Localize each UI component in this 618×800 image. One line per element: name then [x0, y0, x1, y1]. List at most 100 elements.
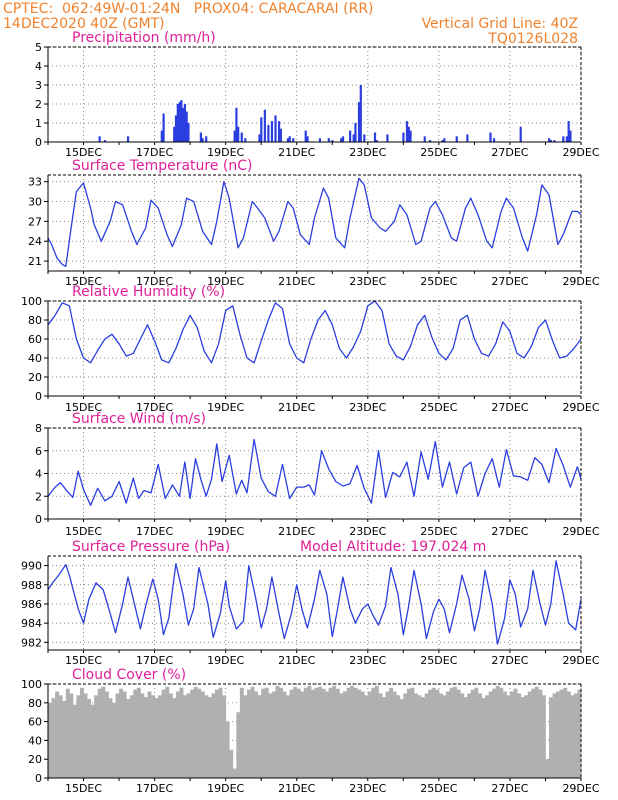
panel-0-bar-29: [279, 128, 282, 142]
panel-0-bar-55: [441, 140, 444, 142]
panel-2-ytick-label-3: 60: [28, 333, 42, 346]
panel-5-bar-146: [566, 691, 571, 778]
panel-5-bar-89: [364, 695, 369, 778]
panel-0-bar-57: [455, 136, 458, 142]
panel-2-series-line: [47, 300, 582, 364]
panel-5-ytick-label-0: 0: [35, 772, 42, 785]
panel-0-bar-52: [409, 130, 412, 142]
panel-0-bar-7: [176, 104, 179, 142]
panel-0-bar-10: [182, 107, 185, 142]
panel-5-bar-120: [474, 687, 479, 778]
panel-3-ytick-label-3: 6: [35, 445, 42, 458]
panel-5-ytick-label-5: 100: [21, 678, 42, 691]
panel-5-bar-5: [65, 688, 70, 778]
panel-5-bar-97: [392, 691, 397, 778]
panel-0-bar-67: [567, 121, 570, 142]
panel-5-bar-107: [428, 689, 433, 778]
panel-5-bar-63: [271, 691, 276, 778]
panel-5-bar-10: [83, 693, 88, 778]
panel-5-bar-38: [183, 695, 187, 778]
panel-0-bar-26: [270, 121, 274, 142]
panel-0-bar-15: [201, 138, 204, 142]
panel-5-bar-91: [371, 687, 376, 778]
panel-0-bar-44: [359, 85, 362, 142]
panel-0-bar-3: [160, 130, 163, 142]
panel-5-bar-92: [374, 685, 379, 778]
panel-5-bar-88: [360, 691, 365, 778]
panel-5-bar-2: [55, 691, 60, 778]
panel-5-bar-8: [76, 695, 81, 778]
panel-5-bar-4: [62, 700, 67, 778]
panel-5-bar-75: [314, 687, 319, 778]
panel-0-bar-39: [341, 136, 345, 142]
panel-2-xtick-label-4: 23DEC: [349, 401, 386, 414]
panel-5-xtick-label-0: 15DEC: [65, 782, 102, 795]
panel-0-bar-62: [548, 138, 551, 142]
panel-0-bar-19: [237, 126, 240, 142]
panel-5-bar-81: [335, 688, 340, 778]
panel-2-xtick-label-7: 29DEC: [562, 401, 599, 414]
panel-0-bar-63: [549, 140, 552, 142]
panel-0-bar-41: [352, 134, 355, 142]
panel-0-bar-65: [562, 136, 565, 142]
panel-5-bar-25: [136, 687, 141, 778]
panel-0-bar-54: [428, 140, 432, 142]
panel-5-bar-129: [506, 695, 511, 778]
panel-0-bar-49: [402, 132, 405, 142]
panel-5-bar-133: [520, 697, 525, 778]
panel-5-bar-143: [556, 691, 561, 778]
panel-0-bar-8: [178, 102, 181, 142]
panel-3-series-line: [47, 438, 582, 507]
panel-0-bar-0: [98, 136, 101, 142]
panel-5-ytick-label-1: 20: [28, 753, 42, 766]
panel-2-xtick-label-6: 27DEC: [491, 401, 528, 414]
panel-5-bar-102: [410, 687, 415, 778]
panel-5-bar-51: [229, 749, 234, 778]
panel-3-ytick-label-2: 4: [35, 468, 42, 481]
panel-1-ytick-label-4: 33: [28, 176, 42, 189]
panel-5-bar-93: [378, 693, 383, 778]
panel-0-bar-45: [363, 134, 366, 142]
panel-5-bar-139: [541, 695, 546, 778]
panel-1-ytick-label-1: 24: [28, 235, 42, 248]
panel-5-bar-53: [236, 712, 241, 778]
panel-2-xtick-label-1: 17DEC: [136, 401, 173, 414]
panel-5-bar-55: [243, 695, 248, 778]
panel-0-xtick-label-6: 27DEC: [491, 146, 528, 159]
panel-5-bar-3: [58, 695, 63, 778]
panel-1-xtick-label-6: 27DEC: [491, 275, 528, 288]
panel-5-bar-74: [310, 689, 315, 778]
panel-0-xtick-label-5: 25DEC: [420, 146, 457, 159]
panel-5-bar-22: [126, 699, 131, 778]
panel-1-xtick-label-0: 15DEC: [65, 275, 102, 288]
header-station: CPTEC: 062:49W-01:24N PROX04: CARACARAI …: [3, 1, 374, 17]
panel-0-bar-24: [263, 109, 266, 142]
panel-0-bar-66: [565, 136, 568, 142]
panel-5-xtick-label-7: 29DEC: [562, 782, 599, 795]
panel-5-bar-27: [143, 697, 148, 778]
panel-5-bar-82: [339, 693, 344, 778]
panel-0-bar-59: [489, 132, 492, 142]
panel-5-bar-26: [140, 693, 145, 778]
panel-5-bar-104: [417, 695, 422, 778]
panel-0-ytick-label-4: 4: [35, 60, 42, 73]
panel-5-bar-48: [218, 687, 223, 778]
panel-1-ytick-label-0: 21: [28, 255, 42, 268]
panel-0-bar-53: [423, 136, 426, 142]
panel-2-xtick-label-0: 15DEC: [65, 401, 102, 414]
panel-5-bar-84: [346, 687, 351, 778]
panel-0-xtick-label-3: 21DEC: [278, 146, 315, 159]
panel-0-bar-48: [386, 134, 389, 142]
panel-5-xtick-label-1: 17DEC: [136, 782, 173, 795]
panel-5-bar-78: [325, 691, 330, 778]
panel-5-bar-46: [211, 693, 216, 778]
panel-5-bar-125: [492, 688, 497, 778]
panel-5-bar-47: [215, 689, 219, 778]
panel-2-ytick-label-1: 20: [28, 371, 42, 384]
panel-0-ytick-label-1: 1: [35, 117, 42, 130]
panel-5-bar-67: [286, 695, 291, 778]
panel-5-bar-100: [403, 693, 408, 778]
panel-0-bar-50: [405, 121, 409, 142]
panel-5-bar-136: [531, 688, 536, 778]
panel-5-bar-70: [296, 688, 301, 778]
